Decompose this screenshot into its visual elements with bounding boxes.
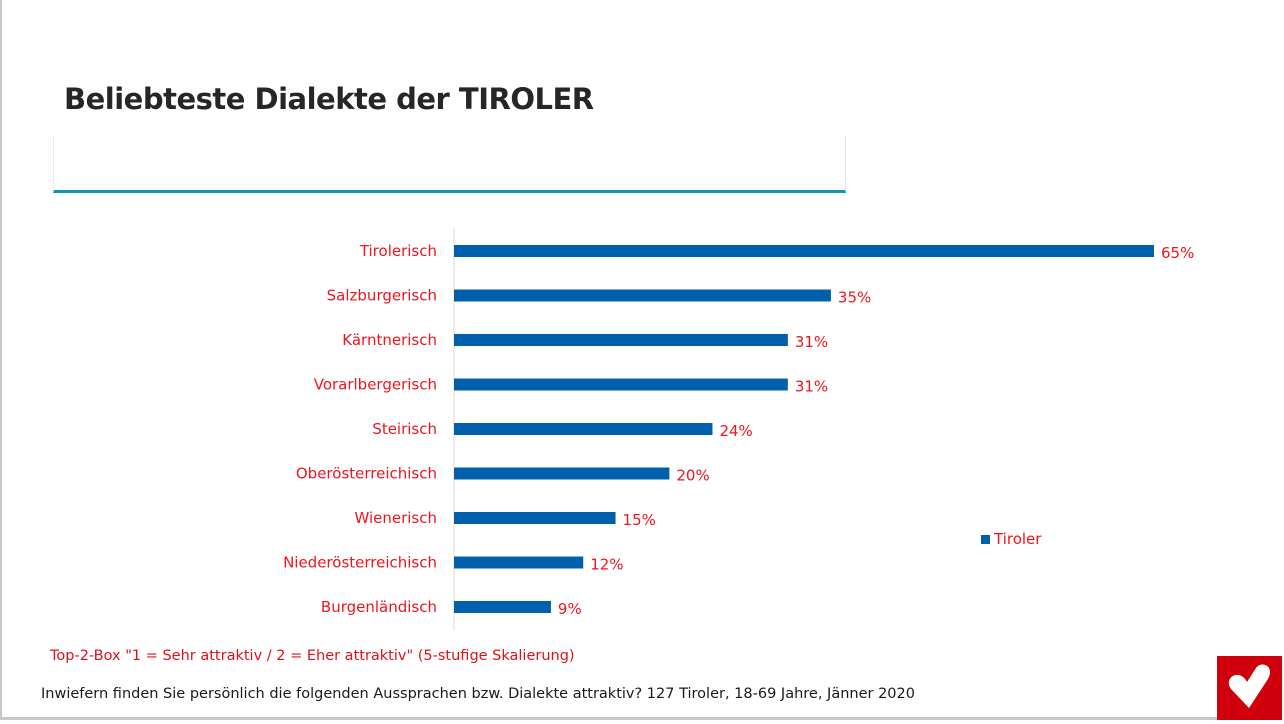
bar-7 (454, 556, 584, 569)
data-label: 24% (719, 422, 752, 440)
bar-2 (454, 334, 788, 346)
legend: Tiroler (981, 530, 1041, 548)
bar-3 (454, 378, 788, 391)
data-label: 35% (838, 289, 871, 307)
category-label: Wienerisch (354, 509, 437, 527)
footnote: Top-2-Box "1 = Sehr attraktiv / 2 = Eher… (50, 648, 575, 664)
data-label: 31% (795, 378, 828, 396)
data-label: 9% (558, 600, 582, 618)
category-label: Oberösterreichisch (296, 465, 437, 483)
data-label: 20% (676, 467, 709, 485)
heart-icon (1228, 664, 1270, 708)
category-label: Kärntnerisch (342, 331, 437, 349)
data-label: 12% (590, 556, 623, 574)
bar-0 (454, 245, 1154, 257)
legend-swatch (981, 535, 990, 544)
page-title: Beliebteste Dialekte der TIROLER (64, 82, 594, 116)
bar-4 (454, 423, 713, 435)
heart-logo (1217, 656, 1282, 720)
category-label: Niederösterreichisch (283, 554, 437, 572)
bar-8 (454, 601, 551, 613)
category-label: Steirisch (372, 420, 437, 438)
category-label: Burgenländisch (321, 598, 437, 616)
category-label: Vorarlbergerisch (314, 376, 437, 394)
category-label: Salzburgerisch (327, 287, 437, 305)
data-label: 65% (1161, 244, 1194, 262)
data-label: 31% (795, 333, 828, 351)
data-label: 15% (623, 511, 656, 529)
bar-6 (454, 512, 616, 524)
bar-5 (454, 467, 670, 480)
question-text: Inwiefern finden Sie persönlich die folg… (41, 686, 915, 702)
legend-label: Tiroler (994, 530, 1042, 548)
category-label: Tirolerisch (359, 242, 437, 260)
subtitle-box (53, 136, 846, 193)
bar-1 (454, 289, 831, 302)
